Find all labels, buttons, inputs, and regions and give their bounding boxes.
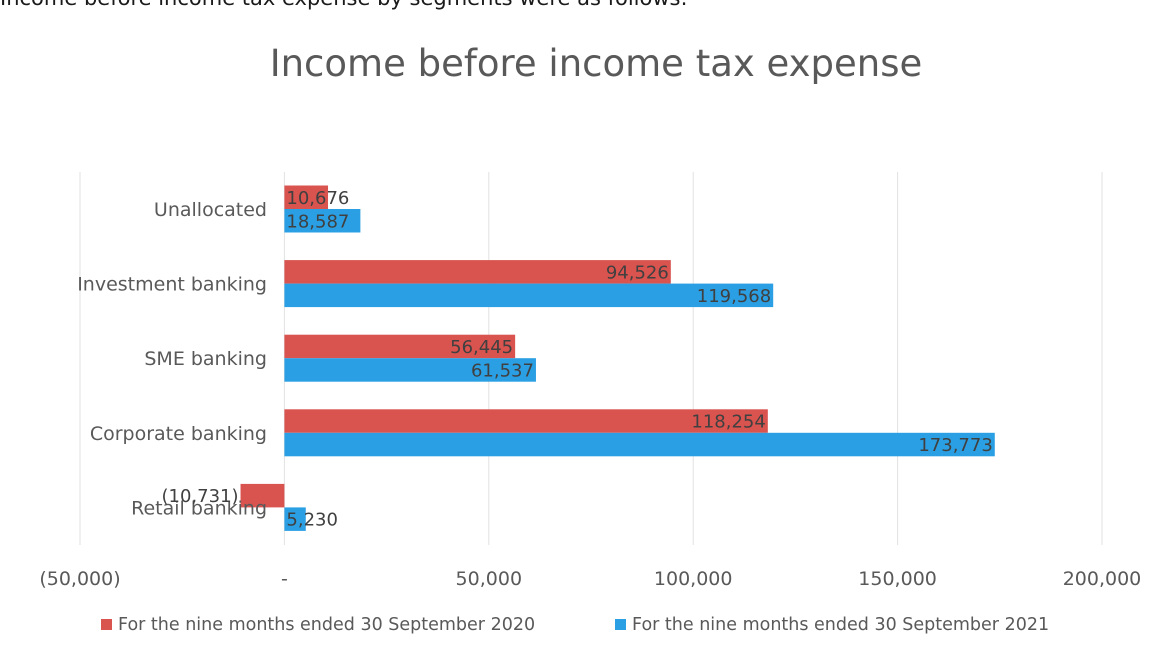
legend-label: For the nine months ended 30 September 2…: [118, 615, 535, 635]
category-label: SME banking: [144, 348, 267, 370]
x-tick-label: 150,000: [858, 568, 937, 590]
x-tick-label: 100,000: [654, 568, 733, 590]
chart-title: Income before income tax expense: [270, 42, 923, 85]
x-tick-label: 50,000: [456, 568, 522, 590]
data-label: 10,676: [286, 188, 349, 209]
legend-swatch: [615, 619, 626, 630]
bar: [284, 185, 329, 209]
data-label: 119,568: [697, 286, 771, 307]
bar: [284, 409, 768, 433]
data-label: 173,773: [918, 435, 992, 456]
x-tick-label: 200,000: [1063, 568, 1142, 590]
category-label: Investment banking: [77, 274, 267, 296]
data-label: 56,445: [450, 337, 513, 358]
bar: [284, 283, 774, 308]
intro-text: Income before income tax expense by segm…: [0, 0, 688, 10]
bar: [240, 483, 285, 508]
data-label: (10,731): [162, 486, 239, 507]
x-tick-label: (50,000): [39, 568, 120, 590]
legend-label: For the nine months ended 30 September 2…: [632, 615, 1049, 635]
category-label: Corporate banking: [90, 423, 267, 445]
bar: [284, 260, 671, 284]
gridlines: [79, 172, 1103, 545]
bar: [284, 507, 306, 531]
data-label: 18,587: [286, 211, 349, 232]
data-label: 5,230: [286, 510, 338, 531]
bar: [284, 209, 361, 233]
data-label: 118,254: [691, 412, 765, 433]
bar: [284, 334, 516, 359]
category-labels: Unallocated Investment banking SME banking…: [77, 199, 267, 519]
data-label: 61,537: [471, 360, 534, 381]
legend-swatch: [101, 619, 112, 630]
category-label: Unallocated: [154, 199, 267, 221]
bar: [284, 432, 995, 457]
x-axis-ticks: (50,000) - 50,000 100,000 150,000 200,000: [39, 568, 1141, 590]
bars: [240, 185, 995, 531]
legend: For the nine months ended 30 September 2…: [101, 615, 1049, 635]
x-tick-label: -: [281, 568, 288, 590]
category-label: Retail banking: [131, 497, 267, 519]
bar: [284, 358, 536, 382]
data-label: 94,526: [606, 262, 669, 283]
